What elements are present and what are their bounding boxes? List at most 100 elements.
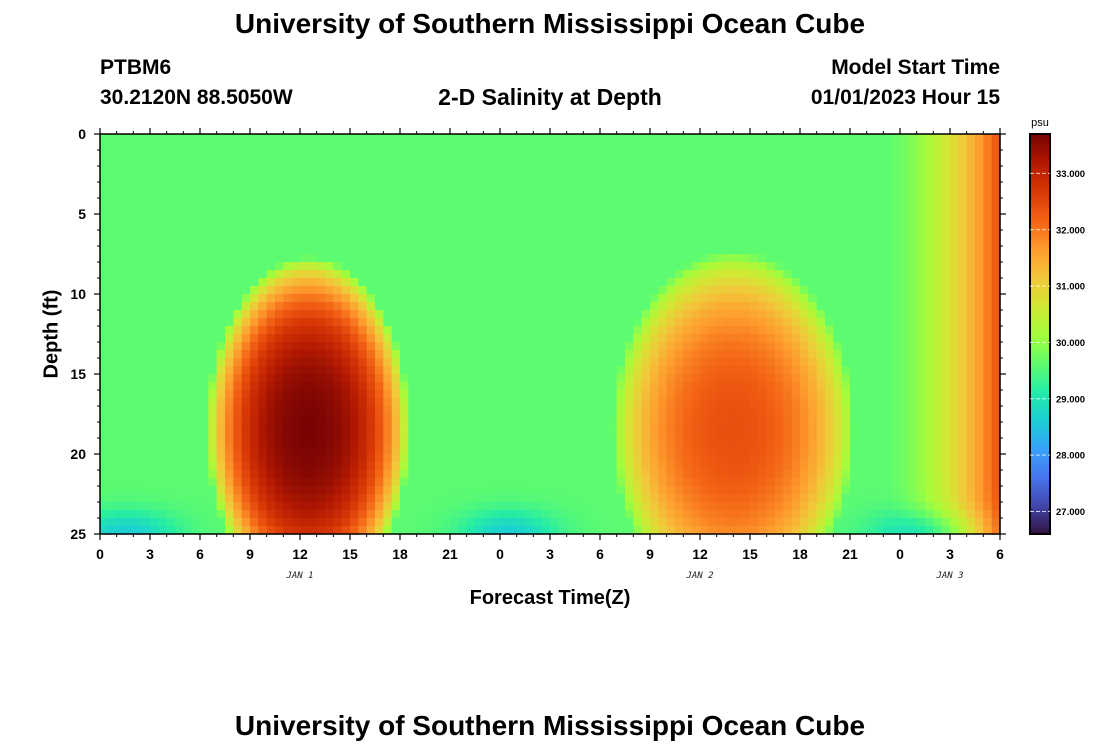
heatmap-cell [525, 462, 534, 471]
heatmap-cell [566, 142, 576, 151]
heatmap-cell [541, 350, 551, 359]
heatmap-cell [166, 446, 176, 455]
heatmap-cell [491, 526, 501, 535]
heatmap-cell [116, 446, 126, 455]
heatmap-cell [458, 310, 468, 319]
heatmap-cell [450, 350, 459, 359]
heatmap-cell [575, 518, 584, 527]
heatmap-cell [233, 206, 243, 215]
heatmap-cell [841, 310, 851, 319]
heatmap-cell [508, 350, 518, 359]
heatmap-cell [875, 150, 884, 159]
heatmap-cell [583, 422, 593, 431]
heatmap-cell [650, 462, 659, 471]
heatmap-cell [141, 454, 151, 463]
heatmap-cell [850, 318, 859, 327]
heatmap-cell [466, 398, 476, 407]
heatmap-cell [258, 278, 268, 287]
heatmap-cell [783, 518, 793, 527]
heatmap-cell [516, 486, 526, 495]
heatmap-cell [516, 430, 526, 439]
heatmap-cell [208, 406, 218, 415]
heatmap-cell [475, 334, 484, 343]
heatmap-cell [166, 222, 176, 231]
heatmap-cell [108, 238, 118, 247]
heatmap-cell [141, 262, 151, 271]
heatmap-cell [633, 182, 643, 191]
heatmap-cell [858, 502, 868, 511]
heatmap-cell [375, 230, 384, 239]
heatmap-cell [458, 238, 468, 247]
heatmap-cell [583, 462, 593, 471]
heatmap-cell [341, 478, 351, 487]
heatmap-cell [433, 222, 443, 231]
heatmap-cell [183, 286, 193, 295]
heatmap-cell [325, 318, 334, 327]
heatmap-cell [625, 206, 634, 215]
heatmap-cell [258, 166, 268, 175]
heatmap-cell [216, 166, 226, 175]
heatmap-cell [683, 382, 693, 391]
heatmap-cell [291, 526, 301, 535]
heatmap-cell [325, 310, 334, 319]
heatmap-cell [133, 182, 143, 191]
heatmap-cell [566, 382, 576, 391]
heatmap-cell [558, 494, 568, 503]
heatmap-cell [850, 358, 859, 367]
heatmap-cell [216, 422, 226, 431]
heatmap-cell [391, 446, 401, 455]
heatmap-cell [783, 254, 793, 263]
heatmap-cell [425, 174, 434, 183]
heatmap-cell [508, 246, 518, 255]
heatmap-cell [383, 494, 393, 503]
heatmap-cell [658, 158, 668, 167]
heatmap-cell [208, 422, 218, 431]
heatmap-cell [308, 262, 318, 271]
heatmap-cell [358, 302, 368, 311]
heatmap-cell [175, 342, 184, 351]
heatmap-cell [158, 470, 168, 479]
heatmap-cell [375, 494, 384, 503]
heatmap-cell [433, 238, 443, 247]
heatmap-cell [666, 182, 676, 191]
heatmap-cell [133, 142, 143, 151]
heatmap-cell [133, 158, 143, 167]
heatmap-cell [291, 518, 301, 527]
heatmap-cell [300, 246, 309, 255]
heatmap-cell [283, 446, 293, 455]
heatmap-cell [541, 198, 551, 207]
heatmap-cell [608, 430, 618, 439]
heatmap-cell [116, 438, 126, 447]
heatmap-cell [266, 270, 276, 279]
heatmap-cell [333, 206, 343, 215]
heatmap-cell [208, 430, 218, 439]
heatmap-cell [425, 342, 434, 351]
heatmap-cell [483, 142, 493, 151]
heatmap-cell [700, 318, 709, 327]
heatmap-cell [866, 166, 876, 175]
heatmap-cell [275, 454, 284, 463]
heatmap-cell [266, 198, 276, 207]
heatmap-cell [100, 510, 109, 519]
heatmap-cell [600, 454, 609, 463]
heatmap-cell [391, 390, 401, 399]
heatmap-cell [183, 206, 193, 215]
heatmap-cell [875, 334, 884, 343]
heatmap-cell [891, 454, 901, 463]
heatmap-cell [891, 518, 901, 527]
heatmap-cell [583, 478, 593, 487]
heatmap-cell [133, 318, 143, 327]
heatmap-cell [233, 302, 243, 311]
heatmap-cell [858, 366, 868, 375]
heatmap-cell [175, 166, 184, 175]
heatmap-cell [616, 254, 626, 263]
heatmap-cell [625, 326, 634, 335]
heatmap-cell [358, 406, 368, 415]
heatmap-cell [533, 190, 543, 199]
heatmap-cell [133, 254, 143, 263]
heatmap-cell [266, 174, 276, 183]
heatmap-cell [916, 470, 926, 479]
heatmap-cell [558, 278, 568, 287]
heatmap-cell [908, 190, 918, 199]
heatmap-cell [100, 430, 109, 439]
